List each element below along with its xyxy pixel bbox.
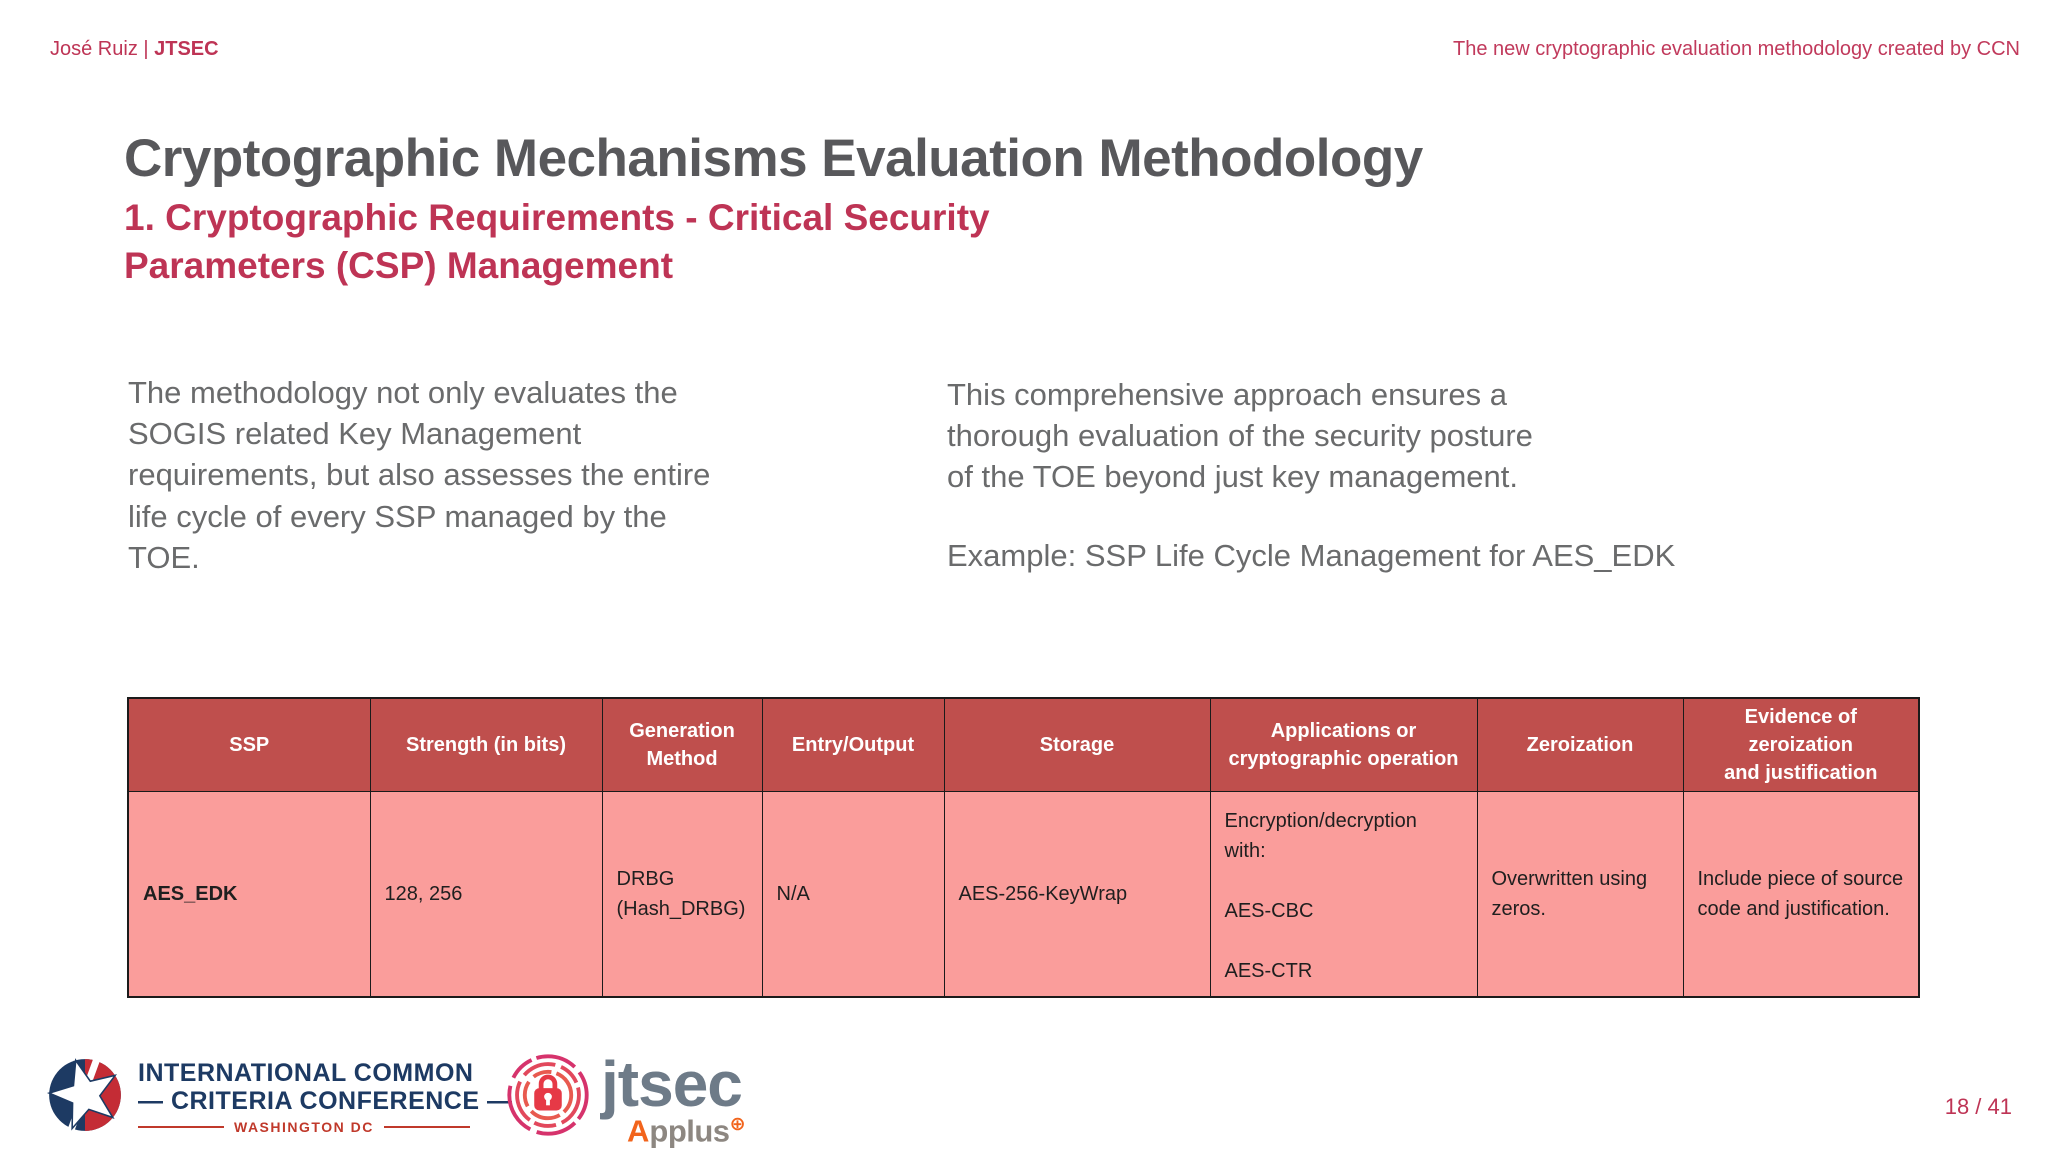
presenter-name: José Ruiz | (50, 38, 155, 60)
col-header-evidence: Evidence of zeroization and justificatio… (1682, 697, 1920, 792)
cell-zeroization: Overwritten using zeros. (1476, 791, 1684, 998)
cell-applications: Encryption/decryption with: AES-CBC AES-… (1209, 791, 1478, 998)
col-header-generation-method: Generation Method (601, 697, 763, 792)
col-header-storage: Storage (943, 697, 1211, 792)
right-rule (383, 1126, 470, 1128)
example-line: Example: SSP Life Cycle Management for A… (947, 538, 1676, 573)
iccc-line2: — CRITERIA CONFERENCE — (138, 1086, 513, 1115)
col-header-entry-output: Entry/Output (761, 697, 945, 792)
fingerprint-lock-icon (505, 1052, 591, 1143)
col-header-zeroization: Zeroization (1476, 697, 1684, 792)
cell-storage: AES-256-KeyWrap (943, 791, 1211, 998)
iccc-logo: INTERNATIONAL COMMON — CRITERIA CONFEREN… (46, 1049, 513, 1140)
presenter-org: JTSEC (154, 38, 219, 60)
left-rule (138, 1126, 224, 1128)
cell-strength: 128, 256 (369, 791, 603, 998)
applus-letter-a: A (627, 1113, 650, 1149)
cell-generation: DRBG (Hash_DRBG) (601, 791, 763, 998)
plus-circle-icon: ⊕ (729, 1113, 746, 1135)
col-header-ssp: SSP (127, 697, 371, 792)
body-paragraph-left: The methodology not only evaluates the S… (128, 375, 711, 575)
slide-title: Cryptographic Mechanisms Evaluation Meth… (124, 129, 1423, 188)
jtsec-wordmark: jtsec (601, 1048, 743, 1120)
jtsec-logo-text: jtsec Applus⊕ (601, 1048, 745, 1146)
page-number: 18 / 41 (1944, 1094, 2012, 1119)
table-header-row: SSP Strength (in bits) Generation Method… (127, 697, 1920, 792)
cell-entry-output: N/A (761, 791, 945, 998)
cell-evidence: Include piece of source code and justifi… (1682, 791, 1920, 998)
body-paragraph-right: This comprehensive approach ensures a th… (947, 377, 1533, 495)
presenter-credit: José Ruiz | JTSEC (50, 38, 219, 61)
iccc-city: WASHINGTON DC (234, 1119, 374, 1135)
csp-table: SSP Strength (in bits) Generation Method… (127, 697, 1920, 998)
col-header-applications: Applications or cryptographic operation (1209, 697, 1478, 792)
slide-subtitle: 1. Cryptographic Requirements - Critical… (124, 197, 990, 287)
table-row: AES_EDK 128, 256 DRBG (Hash_DRBG) N/A AE… (127, 791, 1920, 998)
applus-letters: pplus (649, 1113, 730, 1149)
iccc-line1: INTERNATIONAL COMMON (138, 1059, 474, 1087)
iccc-logo-text: INTERNATIONAL COMMON — CRITERIA CONFEREN… (138, 1059, 513, 1135)
applus-wordmark: Applus⊕ (627, 1115, 745, 1146)
star-circle-icon (46, 1049, 124, 1140)
iccc-line3: WASHINGTON DC (138, 1119, 512, 1135)
deck-tagline: The new cryptographic evaluation methodo… (1453, 38, 2020, 60)
cell-ssp: AES_EDK (127, 791, 371, 998)
col-header-strength: Strength (in bits) (369, 697, 603, 792)
jtsec-logo: jtsec Applus⊕ (505, 1052, 745, 1146)
